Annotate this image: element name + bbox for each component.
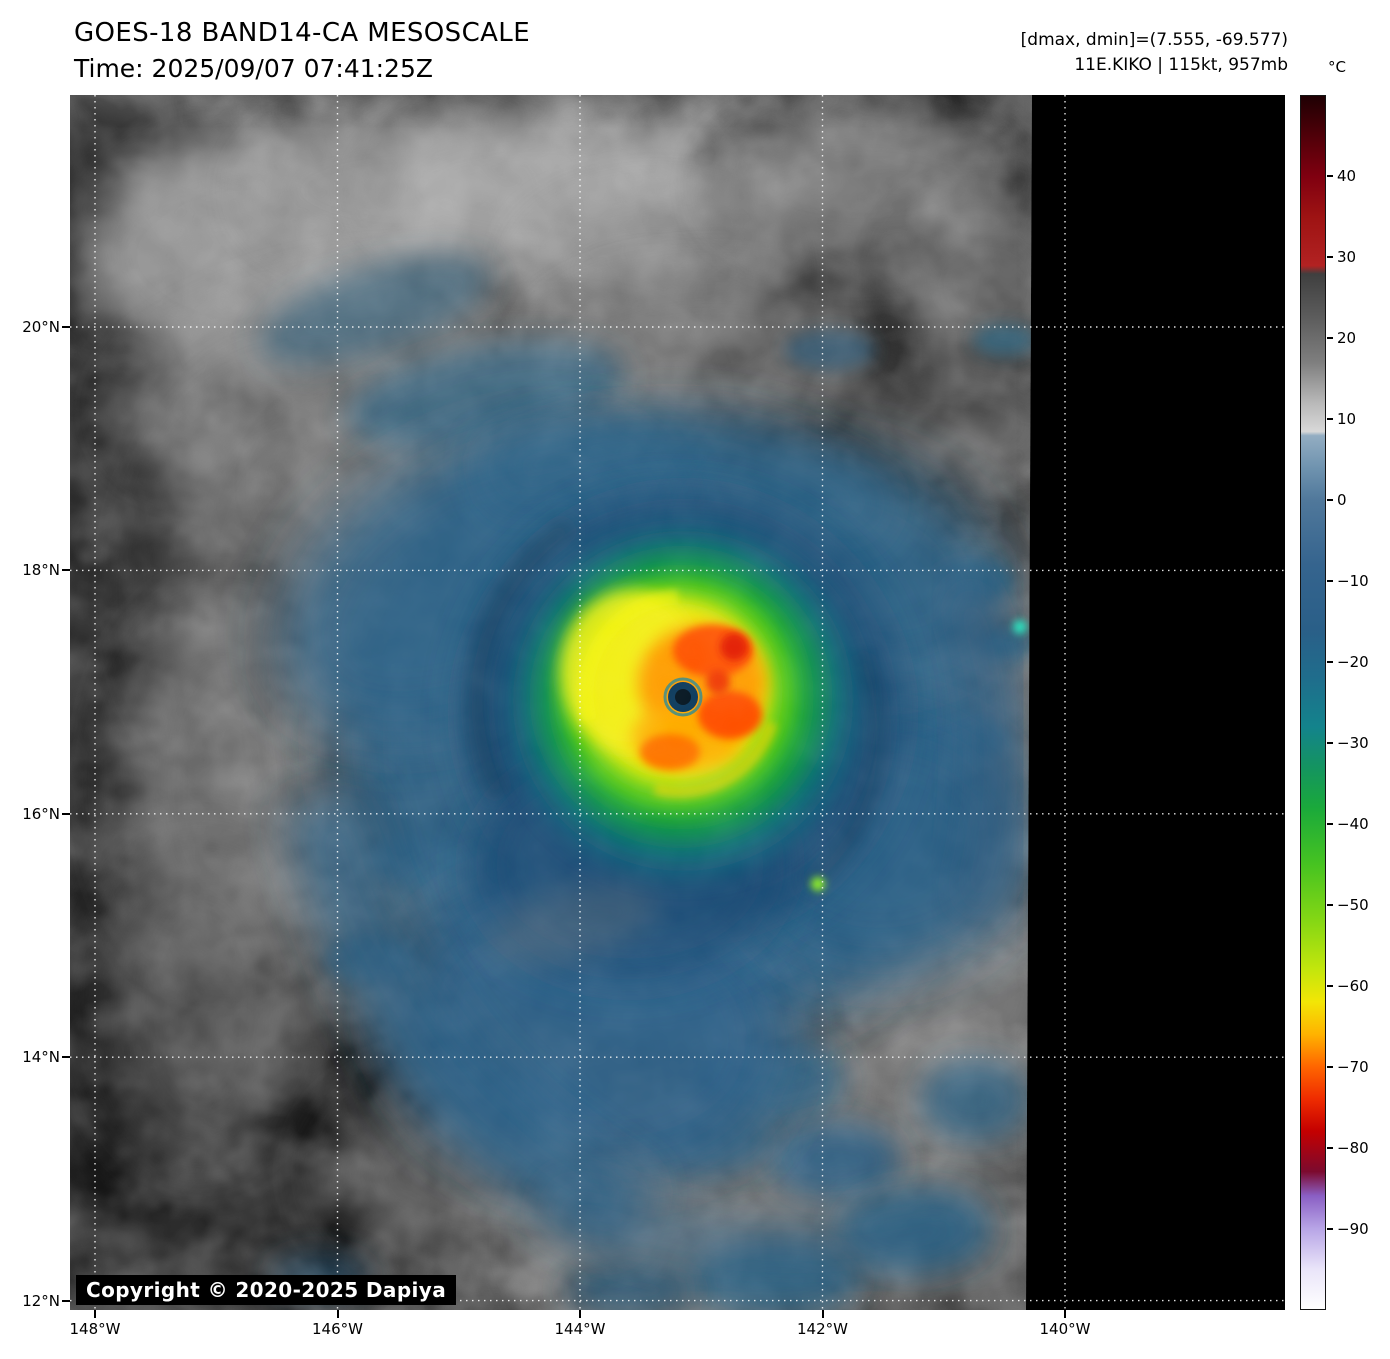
cloud-field — [70, 95, 1032, 1310]
dmax-dmin-label: [dmax, dmin]=(7.555, -69.577) — [1020, 30, 1288, 50]
header-left: GOES-18 BAND14-CA MESOSCALE Time: 2025/0… — [74, 18, 530, 83]
colorbar-tickmark — [1327, 175, 1333, 177]
lon-tick-label: 140°W — [1039, 1320, 1091, 1338]
colorbar-tick-label: 20 — [1337, 329, 1357, 347]
colorbar-tickmark — [1327, 580, 1333, 582]
colorbar-tick-label: −50 — [1337, 896, 1369, 914]
colorbar-tickmark — [1327, 823, 1333, 825]
lat-tick-label: 14°N — [22, 1048, 60, 1067]
colorbar-tick-label: 30 — [1337, 248, 1357, 266]
colorbar-tickmark — [1327, 337, 1333, 339]
lat-tickmark — [62, 569, 70, 572]
colorbar-tick-label: −10 — [1337, 572, 1369, 590]
lat-tickmark — [62, 326, 70, 328]
lat-tick-label: 18°N — [22, 561, 60, 580]
lon-tick-label: 146°W — [312, 1320, 363, 1338]
colorbar-tick-label: −40 — [1337, 815, 1369, 833]
colorbar-tick-label: −90 — [1337, 1220, 1369, 1238]
lat-tick-label: 20°N — [22, 318, 60, 336]
product-title: GOES-18 BAND14-CA MESOSCALE — [74, 18, 531, 48]
lon-tick-label: 148°W — [69, 1320, 121, 1338]
header-right: [dmax, dmin]=(7.555, -69.577) 11E.KIKO |… — [1021, 30, 1288, 75]
colorbar-tickmark — [1327, 1228, 1333, 1230]
lat-tick-label: 16°N — [22, 804, 60, 823]
lon-tick-label: 142°W — [797, 1320, 848, 1338]
lon-tickmark — [1064, 1310, 1066, 1318]
colorbar-tick-label: −20 — [1337, 653, 1369, 671]
lon-tickmark — [579, 1310, 581, 1318]
lon-tickmark — [821, 1310, 824, 1318]
lat-tickmark — [62, 1299, 70, 1302]
lat-tick-label: 12°N — [22, 1291, 60, 1310]
colorbar-tickmark — [1327, 256, 1333, 258]
storm-info-label: 11E.KIKO | 115kt, 957mb — [1074, 55, 1288, 75]
copyright-label: Copyright © 2020-2025 Dapiya — [76, 1275, 457, 1305]
colorbar-tick-label: −80 — [1337, 1139, 1369, 1157]
colorbar — [1300, 95, 1326, 1310]
satellite-image — [70, 95, 1285, 1310]
colorbar-tick-label: 10 — [1337, 410, 1357, 428]
colorbar-tickmark — [1327, 904, 1333, 906]
colorbar-tickmark — [1327, 499, 1333, 501]
product-time: Time: 2025/09/07 07:41:25Z — [74, 54, 433, 83]
colorbar-tickmark — [1327, 1066, 1333, 1068]
lon-tickmark — [336, 1310, 339, 1318]
colorbar-unit: °C — [1328, 58, 1346, 76]
lon-tickmark — [94, 1310, 96, 1318]
colorbar-tickmark — [1327, 742, 1333, 744]
colorbar-tick-label: −70 — [1337, 1058, 1369, 1076]
colorbar-tickmark — [1327, 985, 1333, 987]
satellite-map: Copyright © 2020-2025 Dapiya — [70, 95, 1285, 1310]
colorbar-tickmark — [1327, 661, 1333, 663]
colorbar-tick-label: 0 — [1337, 491, 1347, 509]
colorbar-tickmark — [1327, 418, 1333, 420]
grid-lines — [70, 95, 1285, 1310]
lat-tickmark — [62, 812, 70, 815]
colorbar-tickmark — [1327, 1147, 1333, 1149]
lat-tickmark — [62, 1056, 70, 1059]
colorbar-tick-label: −30 — [1337, 734, 1369, 752]
colorbar-tick-label: −60 — [1337, 977, 1369, 995]
colorbar-tick-label: 40 — [1337, 167, 1357, 185]
lon-tick-label: 144°W — [554, 1320, 606, 1338]
